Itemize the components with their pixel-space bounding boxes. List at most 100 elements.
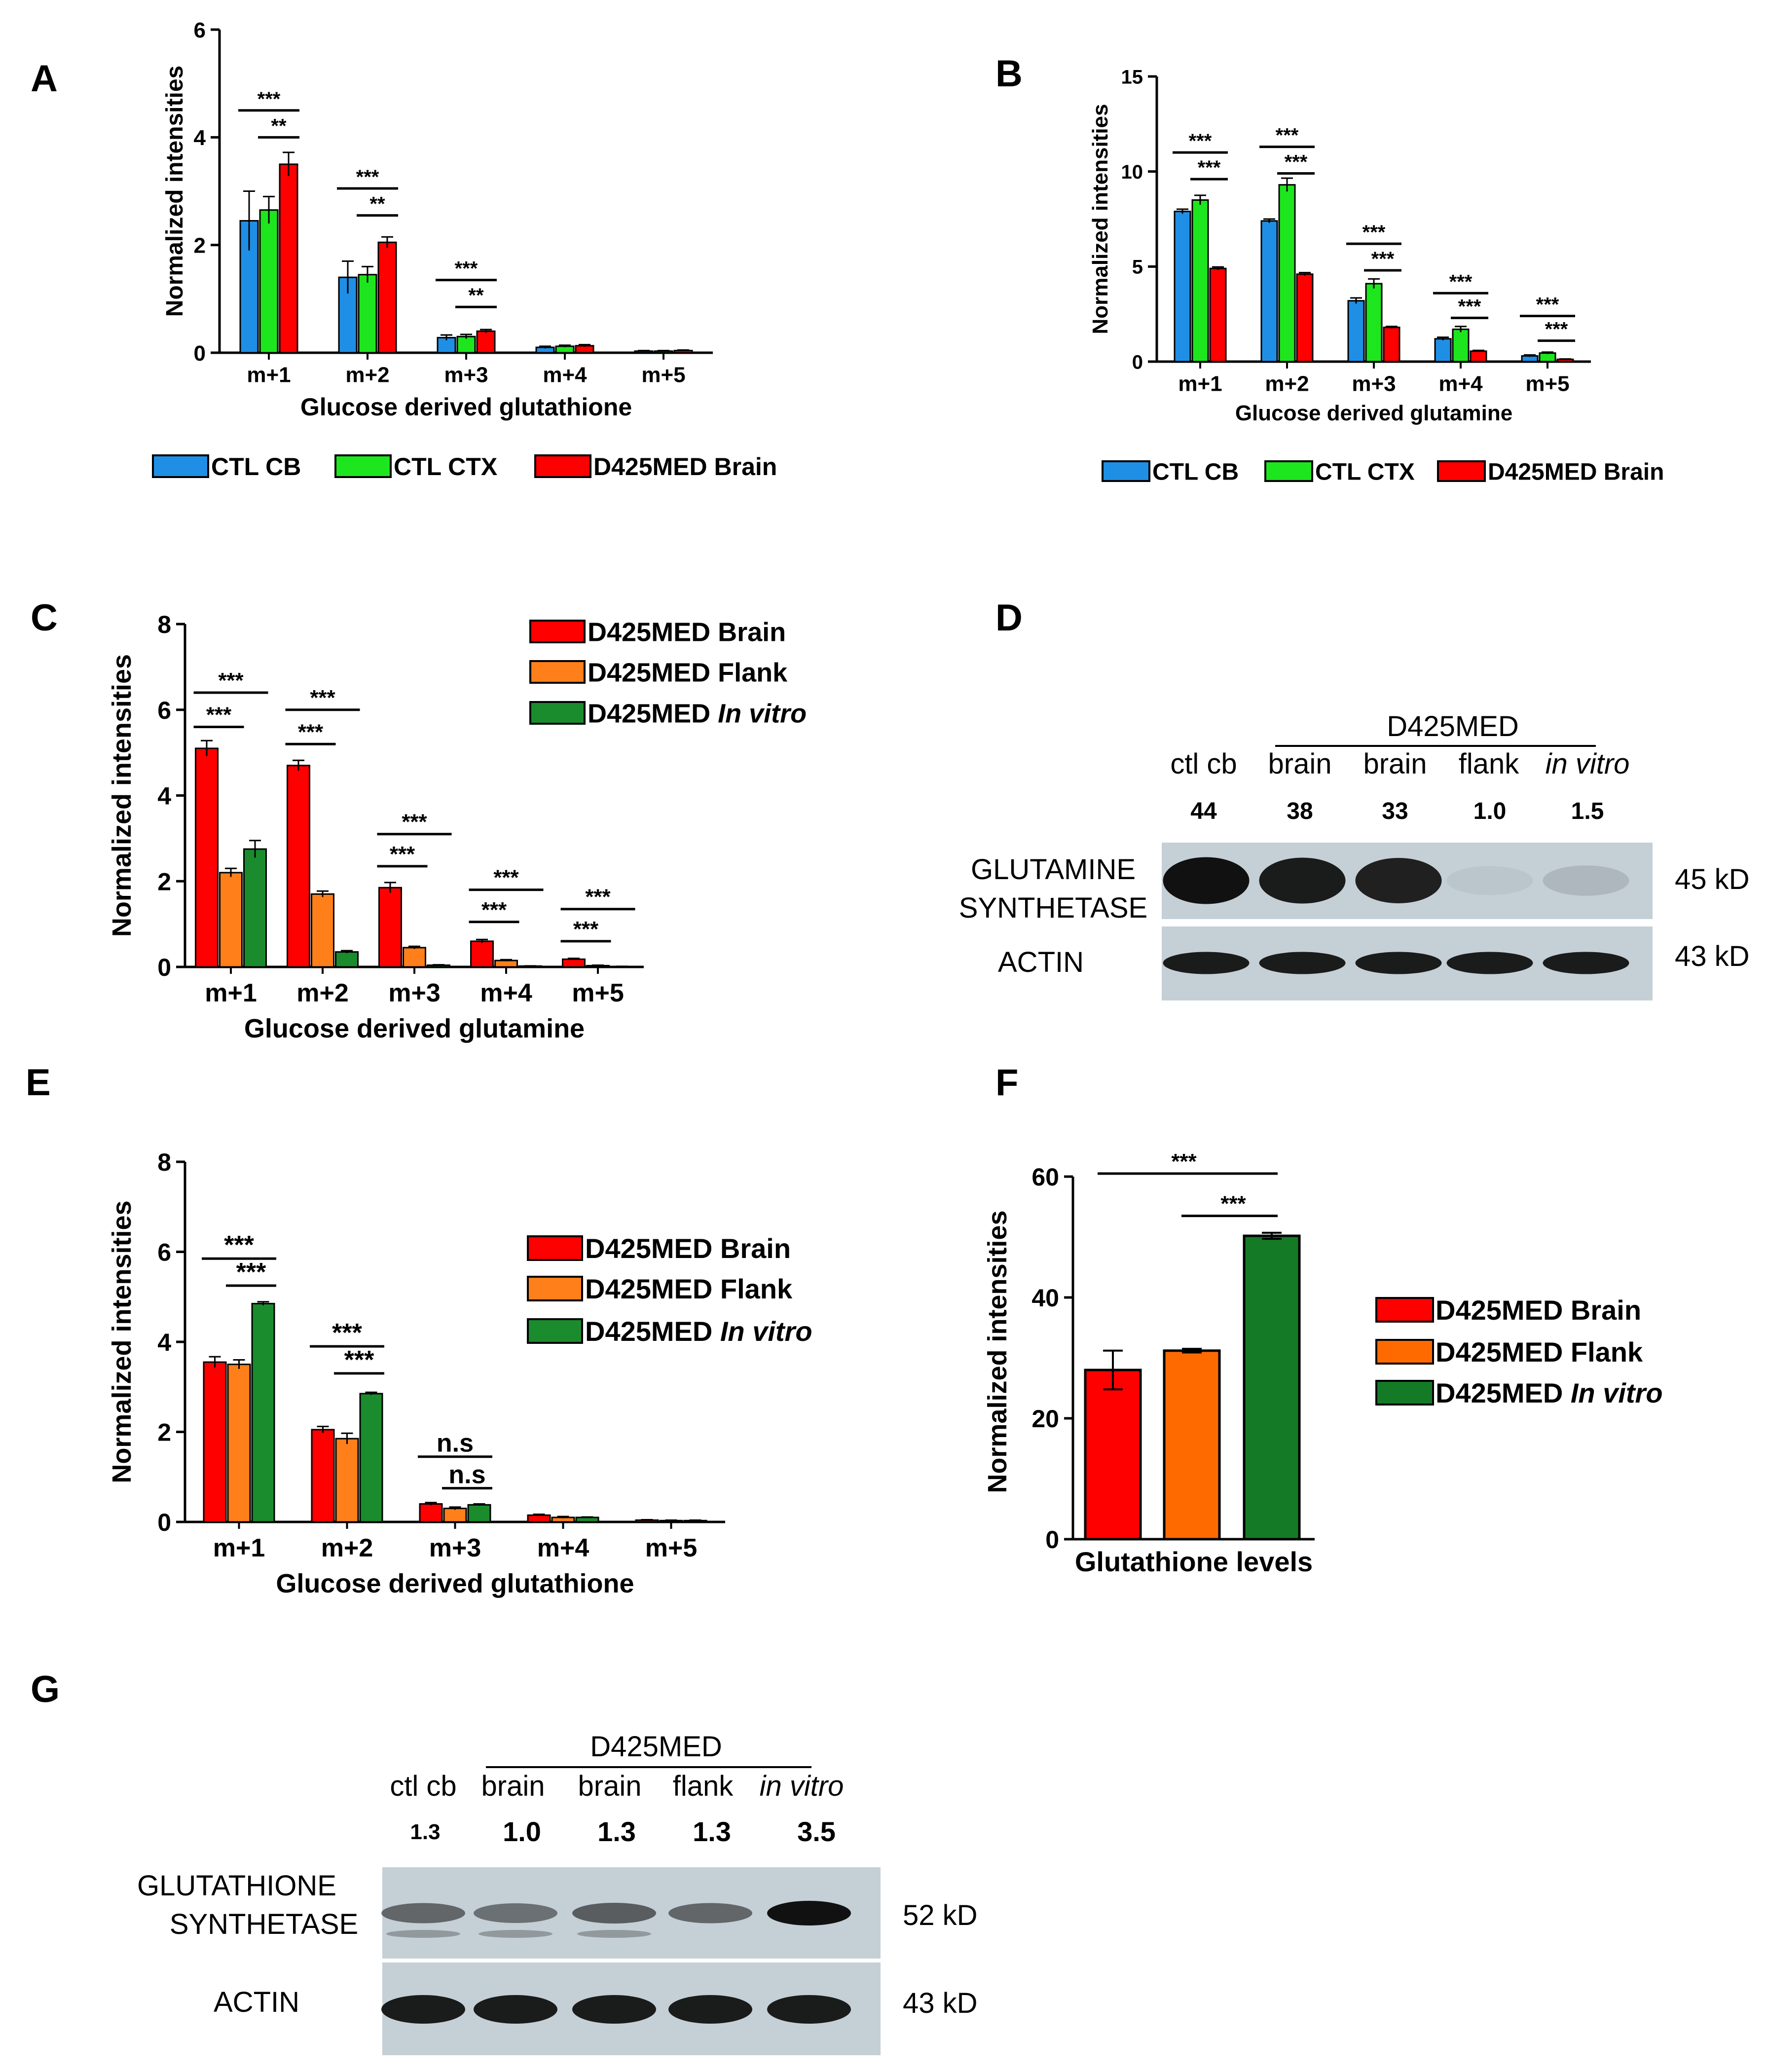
bar-ctl-ctx [358, 274, 377, 354]
significance-label: *** [224, 1231, 254, 1259]
western-blot-g: D425MED ctl cb brain brain flank in vitr… [137, 1731, 978, 2055]
chart-panel-c: 0 2 4 6 8 m+1 m+2 m+3 m+4 m+5 Glucose derived glut… [107, 611, 807, 1043]
y-tick-label: 4 [157, 1329, 171, 1356]
panel-label-g: G [31, 1668, 60, 1710]
significance-label: *** [1220, 1192, 1246, 1216]
x-tick-label: m+1 [213, 1534, 265, 1562]
x-tick-label: m+4 [537, 1534, 589, 1562]
bar-d425med-in-vitro [575, 1517, 599, 1523]
bar-ctl-cb [437, 336, 456, 354]
legend-label: D425MED In vitro [1436, 1377, 1663, 1408]
x-tick-label: m+5 [1525, 371, 1569, 396]
bar-d425med-brain [311, 1429, 335, 1523]
x-axis-title: Glucose derived glutamine [1235, 401, 1512, 425]
legend-swatch [334, 454, 392, 478]
x-tick-label: m+5 [641, 363, 685, 387]
panel-label-e: E [26, 1062, 51, 1104]
bar-d425med-brain [562, 958, 586, 968]
bar-d425med-brain [419, 1503, 443, 1523]
legend-label: D425MED Brain [593, 453, 777, 481]
actin-band [1446, 952, 1533, 974]
blot-d-lane-label: brain [1268, 748, 1332, 780]
actin-band [1355, 952, 1442, 974]
blot-d-group-label: D425MED [1387, 710, 1519, 742]
legend-swatch [1375, 1380, 1434, 1406]
bar-ctl-cb [1347, 300, 1365, 363]
x-tick-label: m+3 [388, 979, 441, 1007]
significance-label: *** [390, 842, 415, 866]
bar-d425med-in-vitro [243, 848, 267, 968]
x-tick-label: m+4 [1438, 371, 1483, 396]
blot-d-lane-label: flank [1459, 748, 1520, 780]
x-tick-label: m+2 [1265, 371, 1309, 396]
x-axis-title: Glucose derived glutathione [300, 393, 632, 421]
y-tick-label: 15 [1121, 66, 1143, 88]
y-tick-label: 5 [1132, 257, 1143, 278]
western-blot-d: D425MED ctl cb brain brain flank in vitr… [959, 710, 1750, 1000]
y-axis-title: Normalized intensities [1088, 104, 1112, 334]
x-axis-title: Glucose derived glutathione [276, 1569, 634, 1598]
bar-d425med-brain [1209, 267, 1227, 363]
y-tick-label: 40 [1031, 1284, 1059, 1312]
x-tick-label: m+1 [247, 363, 291, 387]
significance-label: *** [258, 88, 281, 110]
panel-label-a: A [31, 58, 58, 100]
blot-g-quant: 3.5 [797, 1816, 836, 1847]
bar-d425med-in-vitro [359, 1393, 383, 1523]
x-tick-label: m+1 [1178, 371, 1222, 396]
significance-label: *** [236, 1258, 266, 1287]
protein-band-secondary [577, 1930, 651, 1938]
bar-d425med-brain [476, 330, 496, 354]
y-tick-label: 0 [157, 1509, 171, 1536]
protein-band [381, 1903, 465, 1924]
y-tick-label: 2 [157, 868, 171, 895]
significance-label: ** [468, 285, 484, 306]
bar-d425med-flank [311, 893, 334, 968]
bar-d425med-in-vitro [335, 951, 359, 968]
actin-band [767, 1995, 851, 2024]
significance-label: *** [1276, 125, 1299, 147]
actin-band [668, 1995, 752, 2024]
y-tick-label: 2 [157, 1419, 171, 1446]
bar-d425med-brain [527, 1514, 551, 1523]
bar-d425med-flank [403, 947, 426, 968]
legend-label: CTL CTX [1315, 459, 1415, 485]
protein-band [1355, 858, 1442, 903]
significance-label: *** [585, 885, 611, 909]
blot-g-lane-label: in vitro [760, 1770, 844, 1802]
y-tick-label: 6 [194, 18, 206, 42]
legend-label: CTL CB [211, 453, 301, 481]
x-tick-label: m+2 [345, 363, 389, 387]
blot-g-group-label: D425MED [590, 1731, 722, 1763]
significance-label: *** [218, 668, 244, 693]
protein-band-secondary [479, 1930, 552, 1938]
bar-ctl-ctx [1452, 328, 1470, 363]
blot-g-lane-label: brain [481, 1770, 545, 1802]
x-axis-title: Glucose derived glutamine [244, 1014, 585, 1043]
bar-ctl-ctx [259, 209, 279, 354]
significance-label: n.s [448, 1461, 485, 1489]
legend-label: D425MED In vitro [585, 1316, 812, 1347]
significance-label: *** [1171, 1149, 1197, 1174]
blot-d-protein-kd: 45 kD [1675, 863, 1750, 895]
blot-g-protein-label: GLUTATHIONE [137, 1870, 336, 1902]
legend-swatch [529, 620, 586, 643]
blot-d-lane-label: brain [1363, 748, 1427, 780]
bar-d425med-flank [335, 1438, 359, 1523]
y-tick-label: 6 [157, 1239, 171, 1266]
protein-band [474, 1903, 557, 1923]
actin-band [572, 1995, 656, 2024]
protein-band [1163, 857, 1250, 904]
significance-label: *** [1536, 294, 1559, 316]
bar-d425med-brain [279, 163, 298, 354]
blot-d-lane-label: ctl cb [1170, 748, 1237, 780]
legend-label: D425MED Brain [585, 1233, 791, 1264]
x-axis-title: Glutathione levels [1075, 1546, 1313, 1577]
legend-label: D425MED Brain [588, 617, 786, 647]
significance-label: *** [1198, 157, 1221, 179]
bar-d425med-brain [470, 940, 494, 968]
blot-g-quant: 1.3 [597, 1816, 636, 1847]
protein-band-secondary [386, 1930, 460, 1938]
bar-d425med-brain [1084, 1369, 1142, 1541]
